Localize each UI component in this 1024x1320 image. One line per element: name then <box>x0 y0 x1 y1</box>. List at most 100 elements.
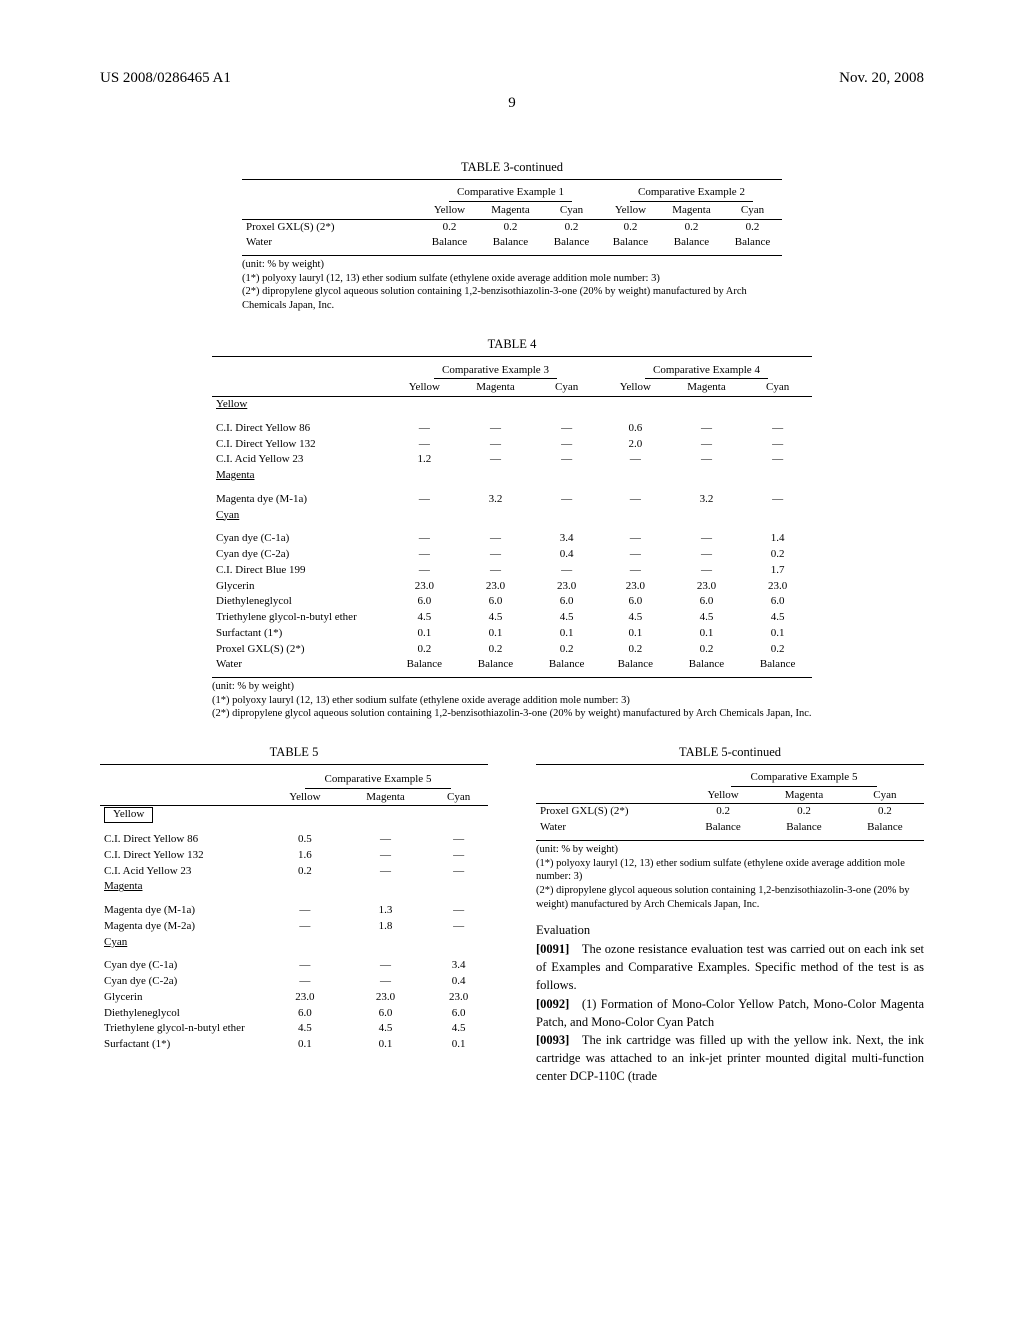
table-cell: — <box>743 452 812 468</box>
table-cell: 0.2 <box>723 219 782 235</box>
table-cell: 3.4 <box>532 531 601 547</box>
paragraph: [0092] (1) Formation of Mono-Color Yello… <box>536 995 924 1031</box>
table-cell: — <box>670 531 744 547</box>
table-cell: 0.2 <box>762 804 846 820</box>
table-cell: — <box>390 563 459 579</box>
table-cell: Balance <box>743 657 812 673</box>
table-row-label: Magenta dye (M-2a) <box>100 919 268 935</box>
table-cell: 6.0 <box>532 594 601 610</box>
table-cell: — <box>429 848 488 864</box>
table-cell: Balance <box>601 657 670 673</box>
table3-sub: Magenta <box>479 203 542 219</box>
table-cell: 4.5 <box>743 610 812 626</box>
table-cell: 0.2 <box>542 219 601 235</box>
table-row-label: Surfactant (1*) <box>212 626 390 642</box>
table-cell: 0.6 <box>601 421 670 437</box>
table-cell: 23.0 <box>342 990 429 1006</box>
left-column: TABLE 5 Comparative Example 5 Yellow Mag… <box>100 745 488 1085</box>
table-cell: 0.1 <box>670 626 744 642</box>
table4-group1: Comparative Example 3 <box>434 364 557 380</box>
evaluation-heading: Evaluation <box>536 923 924 938</box>
table-row-label: Water <box>212 657 390 673</box>
table5-sub: Magenta <box>342 790 429 806</box>
table3-sub: Yellow <box>601 203 660 219</box>
table4-title: TABLE 4 <box>212 337 812 352</box>
table-cell: 23.0 <box>390 579 459 595</box>
table3: Comparative Example 1 Comparative Exampl… <box>242 179 782 256</box>
table-cell: 0.2 <box>684 804 762 820</box>
table-cell: — <box>390 547 459 563</box>
table-section: Magenta <box>100 879 268 895</box>
table4-sub: Cyan <box>532 380 601 396</box>
table-cell: 6.0 <box>670 594 744 610</box>
table3-group1: Comparative Example 1 <box>449 186 572 202</box>
table-cell: — <box>390 492 459 508</box>
table-cell: 23.0 <box>601 579 670 595</box>
table-cell: 0.2 <box>420 219 479 235</box>
table-row-label: C.I. Direct Yellow 86 <box>212 421 390 437</box>
table-cell: — <box>601 531 670 547</box>
table4-sub: Cyan <box>743 380 812 396</box>
table-cell: — <box>459 547 533 563</box>
table-cell: 0.2 <box>479 219 542 235</box>
table-cell: 0.2 <box>846 804 924 820</box>
table-cell: 4.5 <box>601 610 670 626</box>
table3-group2: Comparative Example 2 <box>630 186 753 202</box>
paragraph: [0091] The ozone resistance evaluation t… <box>536 940 924 994</box>
table-cell: — <box>429 919 488 935</box>
paragraph: [0093] The ink cartridge was filled up w… <box>536 1031 924 1085</box>
table-cell: — <box>459 563 533 579</box>
table-cell: 4.5 <box>429 1021 488 1037</box>
table4-group2: Comparative Example 4 <box>645 364 768 380</box>
table-cell: — <box>670 452 744 468</box>
table-cell: Balance <box>390 657 459 673</box>
table-cell: — <box>268 903 342 919</box>
table-row-label: Magenta dye (M-1a) <box>100 903 268 919</box>
table-row-label: Cyan dye (C-1a) <box>212 531 390 547</box>
table-cell: 6.0 <box>268 1006 342 1022</box>
table-section: Cyan <box>212 508 390 524</box>
table-cell: 0.2 <box>390 642 459 658</box>
table-cell: — <box>532 452 601 468</box>
table-cell: Balance <box>723 235 782 251</box>
table-row-label: Glycerin <box>212 579 390 595</box>
table-row-label: C.I. Direct Yellow 132 <box>212 437 390 453</box>
table-cell: 4.5 <box>342 1021 429 1037</box>
table-cell: 6.0 <box>743 594 812 610</box>
table-cell: — <box>601 547 670 563</box>
header-left: US 2008/0286465 A1 <box>100 70 231 87</box>
table-cell: 0.5 <box>268 832 342 848</box>
table-cell: Balance <box>670 657 744 673</box>
table3-sub: Cyan <box>723 203 782 219</box>
table-row-label: Triethylene glycol-n-butyl ether <box>212 610 390 626</box>
table-row-label: Glycerin <box>100 990 268 1006</box>
table-cell: — <box>459 531 533 547</box>
bottom-columns: TABLE 5 Comparative Example 5 Yellow Mag… <box>100 745 924 1085</box>
table-cell: Balance <box>601 235 660 251</box>
table-cell: 1.6 <box>268 848 342 864</box>
table5c-sub: Yellow <box>684 788 762 804</box>
table-cell: 4.5 <box>390 610 459 626</box>
table4-container: TABLE 4 Comparative Example 3 Comparativ… <box>212 337 812 721</box>
table-cell: 3.4 <box>429 958 488 974</box>
table-cell: — <box>268 919 342 935</box>
table4-sub: Yellow <box>390 380 459 396</box>
table-cell: 23.0 <box>743 579 812 595</box>
table-cell: 3.2 <box>670 492 744 508</box>
table-cell: 6.0 <box>390 594 459 610</box>
table-cell: 2.0 <box>601 437 670 453</box>
table-cell: 23.0 <box>429 990 488 1006</box>
table-cell: — <box>670 547 744 563</box>
table-cell: 23.0 <box>532 579 601 595</box>
table-cell: 0.1 <box>429 1037 488 1053</box>
table-cell: 0.2 <box>660 219 723 235</box>
table-cell: — <box>670 421 744 437</box>
table-cell: — <box>459 452 533 468</box>
table-cell: 4.5 <box>532 610 601 626</box>
table-row-label: Water <box>536 820 684 836</box>
table-cell: — <box>342 974 429 990</box>
table-row-label: C.I. Direct Yellow 132 <box>100 848 268 864</box>
table-cell: 0.2 <box>601 642 670 658</box>
table4-footnotes: (unit: % by weight)(1*) polyoxy lauryl (… <box>212 680 812 721</box>
table-cell: 23.0 <box>268 990 342 1006</box>
